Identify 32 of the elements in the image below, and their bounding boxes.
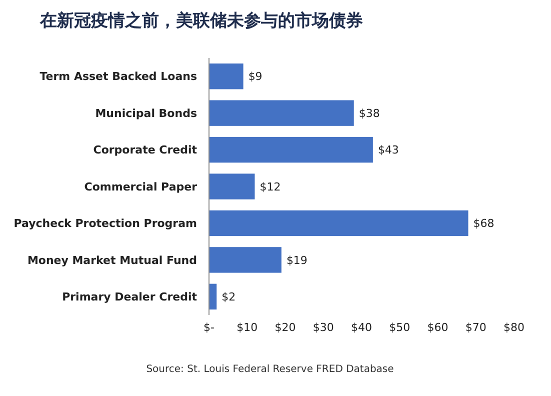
bar <box>209 210 468 236</box>
bar <box>209 136 373 163</box>
data-label: $2 <box>222 290 236 304</box>
x-tick-label: $40 <box>351 321 372 334</box>
bar <box>209 284 217 310</box>
data-label: $43 <box>378 144 399 157</box>
y-tick-label: Primary Dealer Credit <box>62 290 197 304</box>
bar <box>209 64 244 90</box>
y-tick-label: Paycheck Protection Program <box>14 217 197 230</box>
x-tick-label: $80 <box>504 321 524 334</box>
x-tick-label: $- <box>204 321 215 334</box>
y-tick-label: Term Asset Backed Loans <box>40 70 198 84</box>
source-note: Source: St. Louis Federal Reserve FRED Database <box>146 364 394 375</box>
data-label: $38 <box>358 106 380 120</box>
x-tick-label: $50 <box>389 321 410 334</box>
x-tick-label: $30 <box>312 321 334 334</box>
bar <box>209 247 282 273</box>
x-tick-label: $10 <box>236 321 258 334</box>
y-tick-label: Commercial Paper <box>84 180 198 194</box>
y-tick-label: Municipal Bonds <box>95 106 198 120</box>
bar <box>209 174 255 200</box>
x-tick-label: $20 <box>274 321 296 334</box>
data-label: $12 <box>260 180 281 194</box>
y-tick-label: Money Market Mutual Fund <box>27 254 197 267</box>
x-tick-label: $70 <box>465 321 486 334</box>
bar <box>209 100 354 126</box>
chart-title: 在新冠疫情之前，美联储未参与的市场债券 <box>39 11 363 31</box>
x-tick-label: $60 <box>427 321 448 334</box>
y-tick-label: Corporate Credit <box>93 144 197 157</box>
data-label: $9 <box>248 70 262 84</box>
data-label: $68 <box>473 217 494 230</box>
data-label: $19 <box>286 254 308 267</box>
